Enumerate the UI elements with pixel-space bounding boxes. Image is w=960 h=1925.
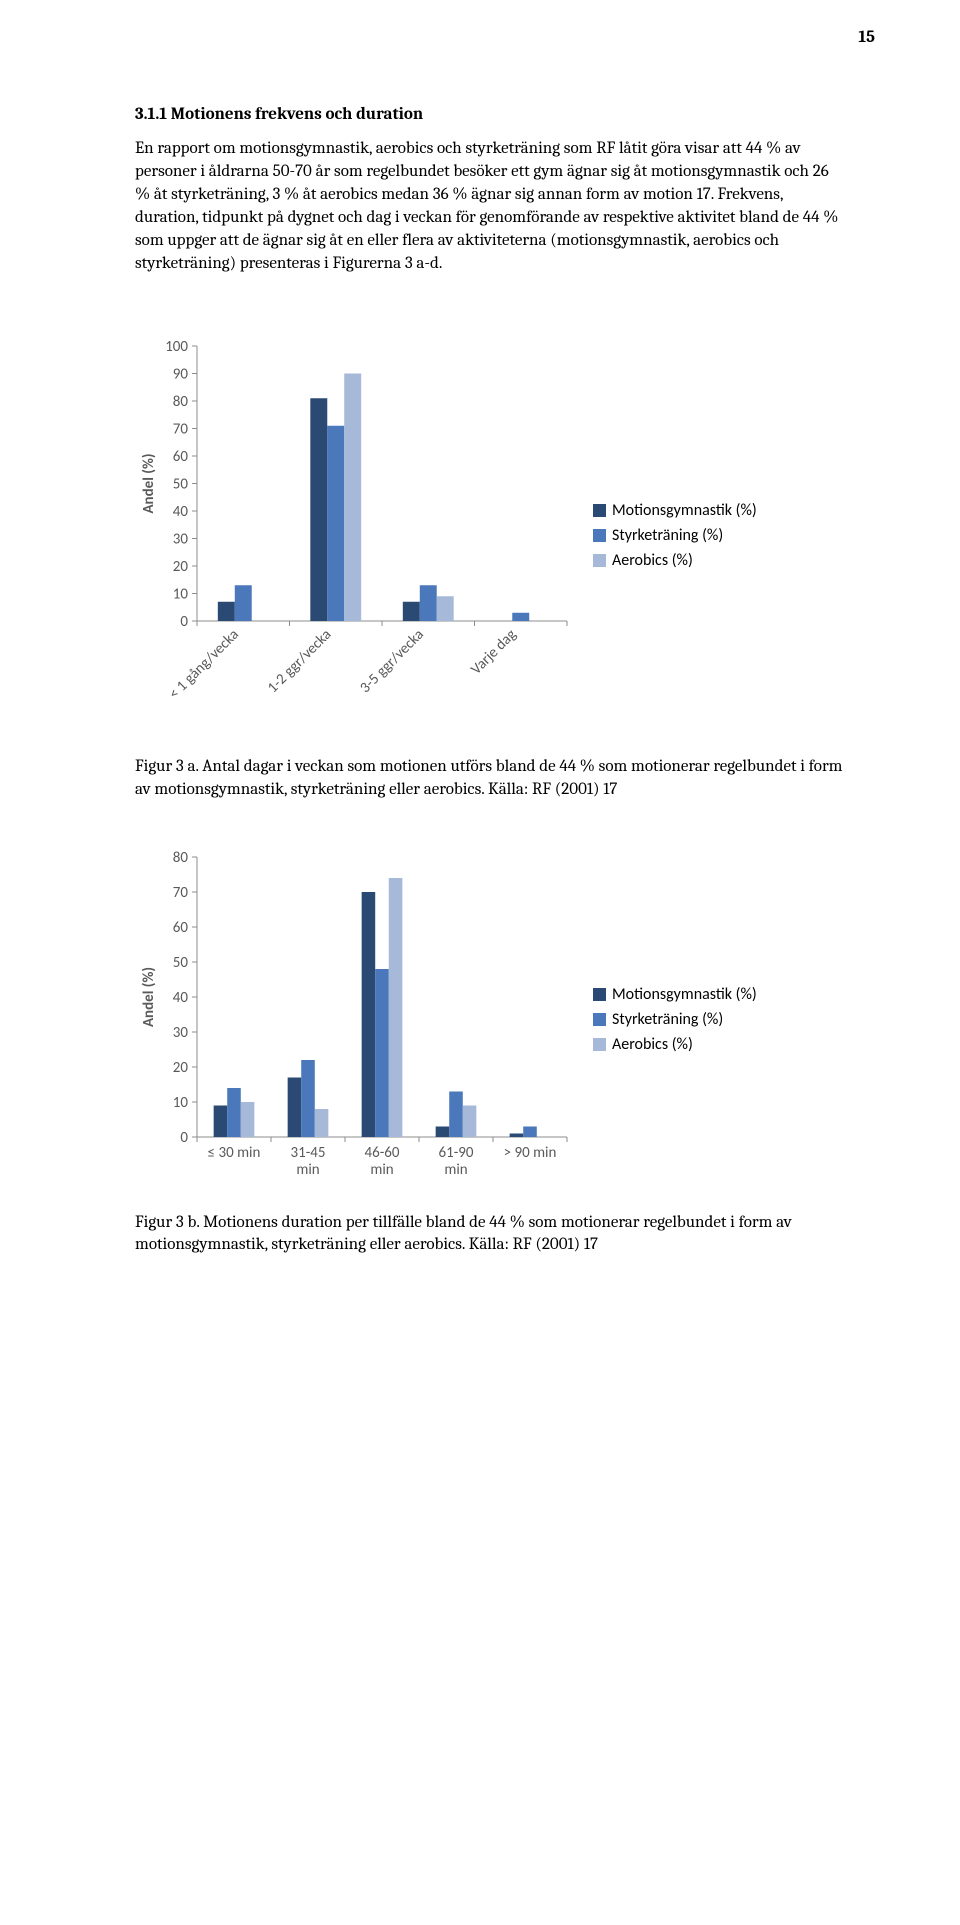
legend-label: Motionsgymnastik (%) <box>612 985 757 1004</box>
svg-text:≤ 30 min: ≤ 30 min <box>208 1144 261 1162</box>
svg-text:min: min <box>296 1161 319 1179</box>
svg-text:Andel (%): Andel (%) <box>140 453 158 513</box>
svg-text:80: 80 <box>173 849 189 867</box>
svg-text:80: 80 <box>173 393 189 411</box>
legend-swatch-icon <box>593 504 606 517</box>
svg-text:30: 30 <box>173 530 189 548</box>
svg-text:< 1 gång/vecka: < 1 gång/vecka <box>166 625 243 702</box>
figure-3a-block: 0 10 20 30 40 50 60 70 80 90 100 Andel (%) < 1 gång/… <box>135 336 845 802</box>
svg-text:90: 90 <box>173 365 189 383</box>
svg-text:46-60: 46-60 <box>364 1144 399 1162</box>
legend-swatch-icon <box>593 529 606 542</box>
svg-text:3-5 ggr/vecka: 3-5 ggr/vecka <box>357 625 428 696</box>
svg-text:61-90: 61-90 <box>438 1144 473 1162</box>
legend-item: Styrketräning (%) <box>593 526 757 545</box>
legend-label: Styrketräning (%) <box>612 1010 723 1029</box>
svg-text:100: 100 <box>165 338 188 356</box>
figure-3b-caption: Figur 3 b. Motionens duration per tillfä… <box>135 1212 845 1258</box>
legend-swatch-icon <box>593 554 606 567</box>
svg-text:50: 50 <box>173 954 189 972</box>
legend-item: Motionsgymnastik (%) <box>593 985 757 1004</box>
svg-text:min: min <box>444 1161 467 1179</box>
svg-text:1-2 ggr/vecka: 1-2 ggr/vecka <box>264 625 335 696</box>
legend-item: Styrketräning (%) <box>593 1010 757 1029</box>
svg-text:10: 10 <box>173 1094 189 1112</box>
figure-3a-chart: 0 10 20 30 40 50 60 70 80 90 100 Andel (%) < 1 gång/… <box>135 336 575 736</box>
svg-text:60: 60 <box>173 448 189 466</box>
legend-label: Aerobics (%) <box>612 551 693 570</box>
legend-swatch-icon <box>593 1013 606 1026</box>
svg-text:20: 20 <box>173 558 189 576</box>
svg-text:> 90 min: > 90 min <box>504 1144 557 1162</box>
svg-text:70: 70 <box>173 420 189 438</box>
legend-label: Motionsgymnastik (%) <box>612 501 757 520</box>
svg-text:40: 40 <box>173 989 189 1007</box>
svg-text:31-45: 31-45 <box>290 1144 325 1162</box>
svg-text:30: 30 <box>173 1024 189 1042</box>
figure-3a-wrap: 0 10 20 30 40 50 60 70 80 90 100 Andel (%) < 1 gång/… <box>135 336 845 736</box>
svg-text:20: 20 <box>173 1059 189 1077</box>
svg-text:min: min <box>370 1161 393 1179</box>
legend-item: Aerobics (%) <box>593 1035 757 1054</box>
figure-3b-block: 01020304050607080Andel (%)≤ 30 min31-45m… <box>135 847 845 1258</box>
page-number: 15 <box>858 28 875 47</box>
svg-text:10: 10 <box>173 585 189 603</box>
svg-text:70: 70 <box>173 884 189 902</box>
legend-item: Motionsgymnastik (%) <box>593 501 757 520</box>
legend-label: Aerobics (%) <box>612 1035 693 1054</box>
svg-text:Andel (%): Andel (%) <box>140 966 158 1026</box>
svg-text:40: 40 <box>173 503 189 521</box>
legend-item: Aerobics (%) <box>593 551 757 570</box>
legend-label: Styrketräning (%) <box>612 526 723 545</box>
svg-text:50: 50 <box>173 475 189 493</box>
page-content: 3.1.1 Motionens frekvens och duration En… <box>0 0 960 1362</box>
svg-text:60: 60 <box>173 919 189 937</box>
svg-text:0: 0 <box>180 1129 188 1147</box>
figure-3b-legend: Motionsgymnastik (%) Styrketräning (%) A… <box>593 979 757 1060</box>
svg-text:0: 0 <box>180 613 188 631</box>
section-heading: 3.1.1 Motionens frekvens och duration <box>135 105 845 124</box>
intro-paragraph: En rapport om motionsgymnastik, aerobics… <box>135 138 845 276</box>
legend-swatch-icon <box>593 988 606 1001</box>
svg-text:Varje dag: Varje dag <box>467 625 520 678</box>
legend-swatch-icon <box>593 1038 606 1051</box>
figure-3a-caption: Figur 3 a. Antal dagar i veckan som moti… <box>135 756 845 802</box>
figure-3a-legend: Motionsgymnastik (%) Styrketräning (%) A… <box>593 495 757 576</box>
figure-3b-chart: 01020304050607080Andel (%)≤ 30 min31-45m… <box>135 847 575 1192</box>
figure-3b-wrap: 01020304050607080Andel (%)≤ 30 min31-45m… <box>135 847 845 1192</box>
